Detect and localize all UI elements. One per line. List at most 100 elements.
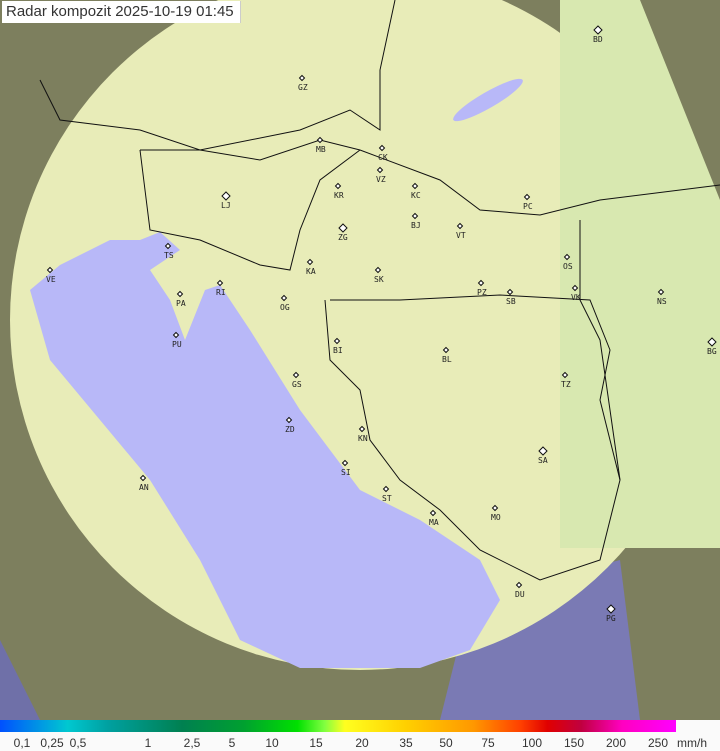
city-label: MA (429, 518, 439, 527)
city-label: OS (563, 262, 573, 271)
city-marker-icon (707, 337, 717, 347)
city-label: KA (306, 267, 316, 276)
city-marker-icon (374, 266, 382, 274)
city-marker-icon (280, 294, 288, 302)
city-label: VK (571, 293, 581, 302)
map-title: Radar kompozit 2025-10-19 01:45 (2, 1, 241, 23)
city-marker-icon (411, 212, 419, 220)
city-label: VT (456, 231, 466, 240)
adriatic-sea (30, 232, 500, 668)
city-label: MB (316, 145, 326, 154)
city-marker-icon (523, 193, 531, 201)
city-label: TZ (561, 380, 571, 389)
city-marker-icon (515, 581, 523, 589)
city-label: ZG (338, 233, 348, 242)
city-marker-icon (538, 446, 548, 456)
legend-tick: 100 (521, 736, 543, 750)
legend-tick: 50 (439, 736, 453, 750)
city-label: CK (378, 153, 388, 162)
city-marker-icon (378, 144, 386, 152)
city-marker-icon (456, 222, 464, 230)
legend-tick: 15 (309, 736, 323, 750)
city-label: RI (216, 288, 226, 297)
legend-tick: 75 (481, 736, 495, 750)
legend-tick: 2,5 (183, 736, 201, 750)
city-marker-icon (593, 25, 603, 35)
city-label: DU (515, 590, 525, 599)
legend-tick: 0,5 (69, 736, 87, 750)
legend-tick: 35 (399, 736, 413, 750)
city-marker-icon (172, 331, 180, 339)
city-label: GS (292, 380, 302, 389)
legend-tick: 20 (355, 736, 369, 750)
city-label: MO (491, 513, 501, 522)
city-marker-icon (411, 182, 419, 190)
city-label: NS (657, 297, 667, 306)
city-marker-icon (298, 74, 306, 82)
city-marker-icon (571, 284, 579, 292)
city-marker-icon (338, 223, 348, 233)
city-marker-icon (292, 371, 300, 379)
radar-coverage-east (560, 0, 720, 548)
precipitation-color-scale (0, 720, 676, 732)
city-label: PG (606, 614, 616, 623)
city-marker-icon (306, 258, 314, 266)
city-label: PA (176, 299, 186, 308)
legend-tick: 0,25 (40, 736, 64, 750)
borders (39, 0, 720, 581)
sea-outside (0, 520, 40, 720)
city-marker-icon (139, 474, 147, 482)
legend-tick: 150 (563, 736, 585, 750)
city-label: PZ (477, 288, 487, 297)
city-label: BI (333, 346, 343, 355)
lake-balaton (453, 78, 523, 122)
legend-tick: 5 (228, 736, 236, 750)
city-label: KN (358, 434, 368, 443)
city-marker-icon (429, 509, 437, 517)
radar-map[interactable]: BD GZ MB CK VZ KR KC PC LJ ZG BJ VT TS VE RI KA SK OS PZ SB… (0, 0, 720, 720)
city-marker-icon (606, 604, 616, 614)
city-marker-icon (442, 346, 450, 354)
city-label: ZD (285, 425, 295, 434)
city-marker-icon (176, 290, 184, 298)
city-marker-icon (164, 242, 172, 250)
legend-tick: 250 (647, 736, 669, 750)
city-marker-icon (316, 136, 324, 144)
city-marker-icon (657, 288, 665, 296)
city-marker-icon (477, 279, 485, 287)
city-marker-icon (382, 485, 390, 493)
city-marker-icon (334, 182, 342, 190)
city-marker-icon (333, 337, 341, 345)
city-marker-icon (491, 504, 499, 512)
city-label: OG (280, 303, 290, 312)
city-label: KC (411, 191, 421, 200)
city-label: VZ (376, 175, 386, 184)
city-marker-icon (285, 416, 293, 424)
city-label: SA (538, 456, 548, 465)
city-marker-icon (561, 371, 569, 379)
city-marker-icon (221, 191, 231, 201)
city-label: ST (382, 494, 392, 503)
city-label: GZ (298, 83, 308, 92)
legend-tick: 10 (265, 736, 279, 750)
city-label: PC (523, 202, 533, 211)
city-marker-icon (358, 425, 366, 433)
city-marker-icon (216, 279, 224, 287)
city-marker-icon (46, 266, 54, 274)
city-label: SB (506, 297, 516, 306)
legend-tick: 1 (144, 736, 152, 750)
city-label: SI (341, 468, 351, 477)
city-label: AN (139, 483, 149, 492)
city-label: VE (46, 275, 56, 284)
city-label: TS (164, 251, 174, 260)
city-marker-icon (376, 166, 384, 174)
legend-tick: 200 (605, 736, 627, 750)
city-marker-icon (341, 459, 349, 467)
city-label: PU (172, 340, 182, 349)
legend-tick: 0,1 (13, 736, 31, 750)
city-label: KR (334, 191, 344, 200)
city-label: BL (442, 355, 452, 364)
legend-unit: mm/h (677, 736, 707, 750)
city-marker-icon (506, 288, 514, 296)
city-label: BJ (411, 221, 421, 230)
